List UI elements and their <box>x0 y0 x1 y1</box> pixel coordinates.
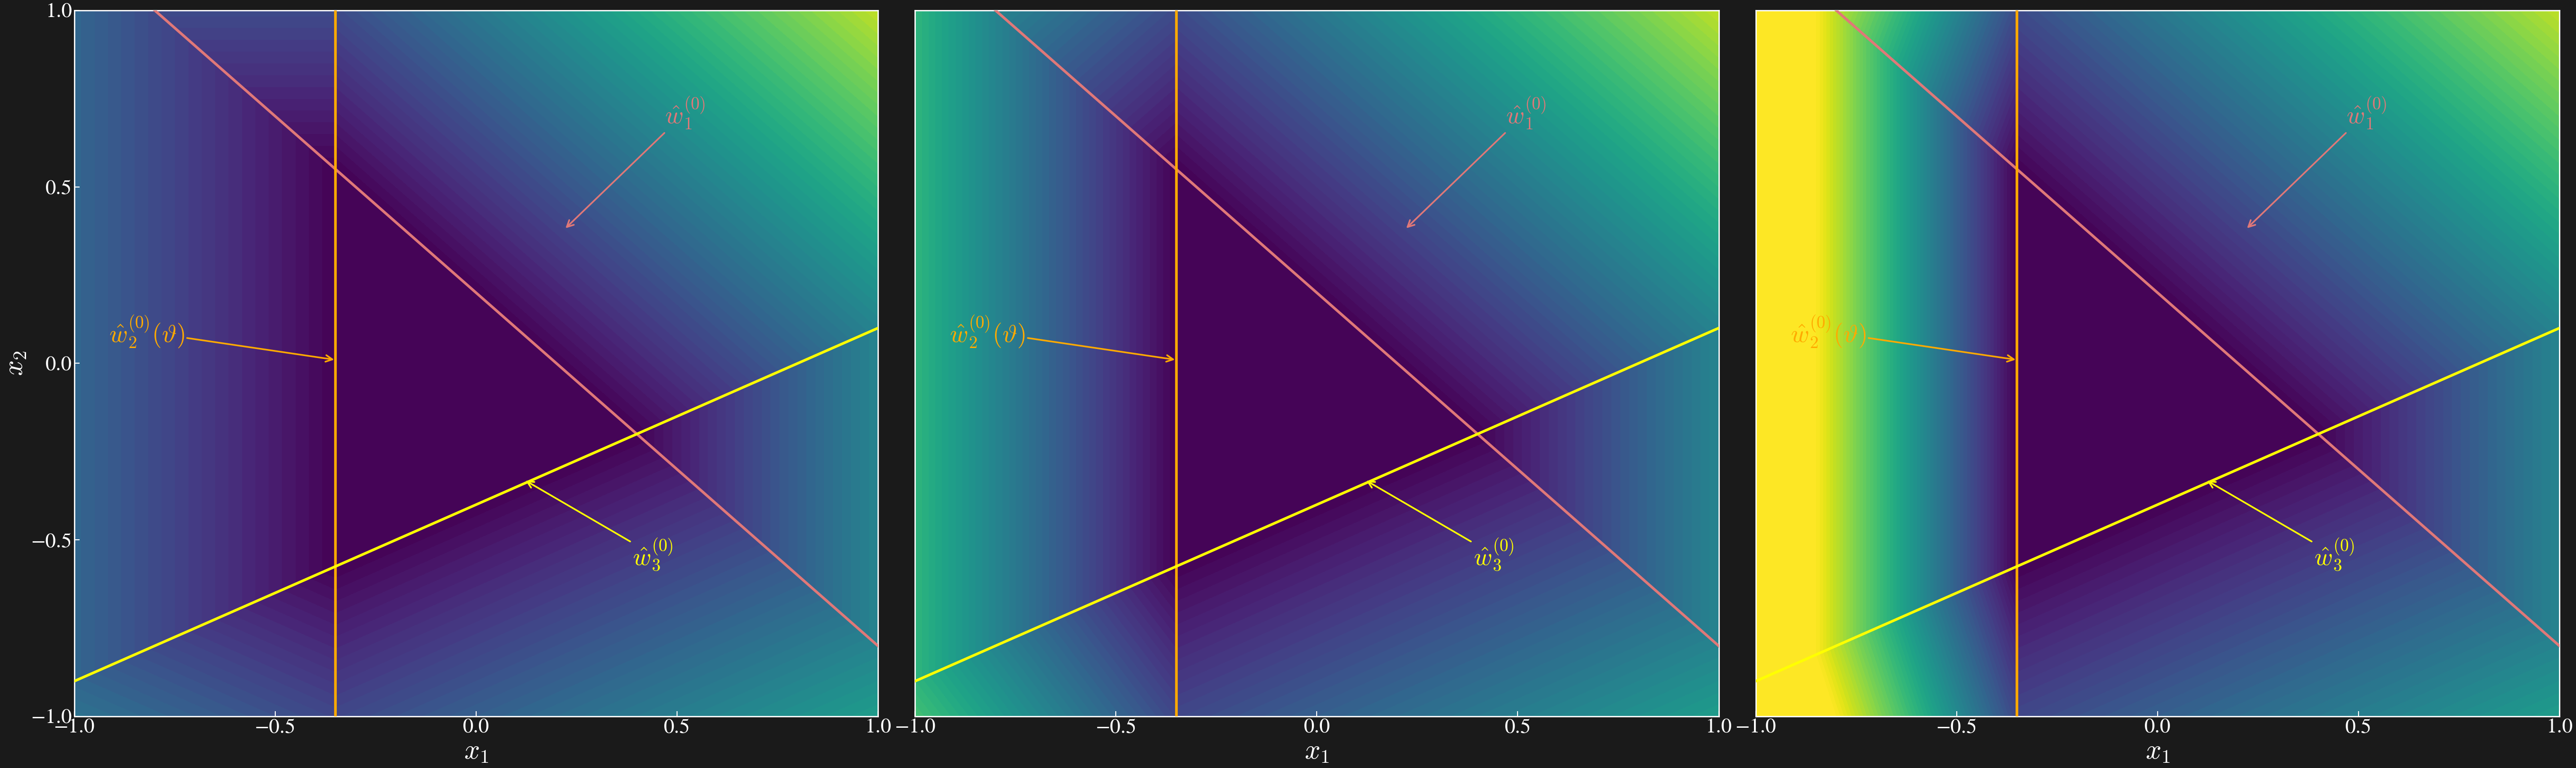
Text: $\hat{w}_2^{(0)}(\vartheta)$: $\hat{w}_2^{(0)}(\vartheta)$ <box>108 314 332 362</box>
Text: $\hat{w}_3^{(0)}$: $\hat{w}_3^{(0)}$ <box>1368 482 1515 572</box>
X-axis label: $x_1$: $x_1$ <box>2146 740 2169 765</box>
Y-axis label: $x_2$: $x_2$ <box>3 351 28 376</box>
X-axis label: $x_1$: $x_1$ <box>464 740 489 765</box>
Text: $\hat{w}_1^{(0)}$: $\hat{w}_1^{(0)}$ <box>2249 95 2388 227</box>
Text: $\hat{w}_3^{(0)}$: $\hat{w}_3^{(0)}$ <box>528 482 672 572</box>
Text: $\hat{w}_3^{(0)}$: $\hat{w}_3^{(0)}$ <box>2208 482 2354 572</box>
X-axis label: $x_1$: $x_1$ <box>1303 740 1329 765</box>
Text: $\hat{w}_2^{(0)}(\vartheta)$: $\hat{w}_2^{(0)}(\vartheta)$ <box>1790 314 2014 362</box>
Text: $\hat{w}_2^{(0)}(\vartheta)$: $\hat{w}_2^{(0)}(\vartheta)$ <box>951 314 1172 362</box>
Text: $\hat{w}_1^{(0)}$: $\hat{w}_1^{(0)}$ <box>567 95 706 227</box>
Text: $\hat{w}_1^{(0)}$: $\hat{w}_1^{(0)}$ <box>1406 95 1546 227</box>
